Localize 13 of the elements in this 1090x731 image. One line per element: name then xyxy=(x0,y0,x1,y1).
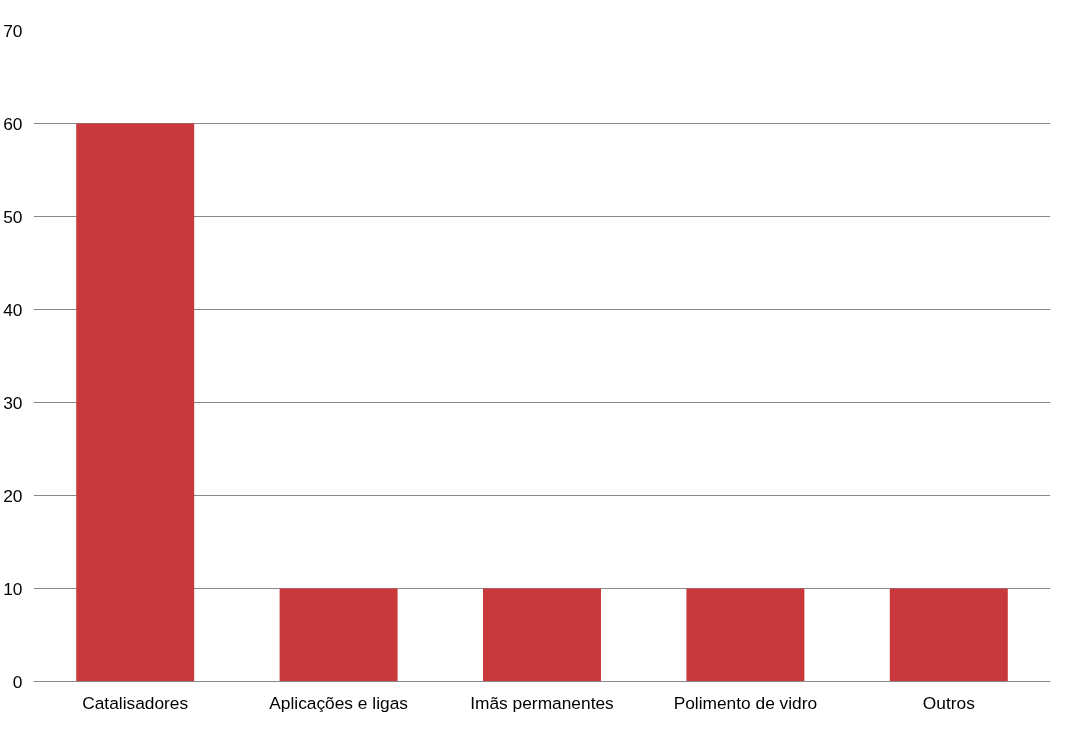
x-tick-label: Imãs permanentes xyxy=(470,692,615,713)
x-tick-label: Polimento de vidro xyxy=(673,692,818,713)
y-tick-label: 30 xyxy=(3,392,23,413)
y-tick-label: 70 xyxy=(3,20,23,41)
x-tick-label: Outros xyxy=(922,692,976,713)
y-tick-label: 0 xyxy=(12,671,23,692)
y-tick-label: 60 xyxy=(3,113,23,134)
y-tick-label: 20 xyxy=(3,485,23,506)
y-tick-label: 50 xyxy=(3,206,23,227)
y-tick-label: 10 xyxy=(3,578,23,599)
x-tick-label: Catalisadores xyxy=(82,692,189,713)
y-tick-label: 40 xyxy=(3,299,23,320)
x-tick-label: Aplicações e ligas xyxy=(269,692,409,713)
